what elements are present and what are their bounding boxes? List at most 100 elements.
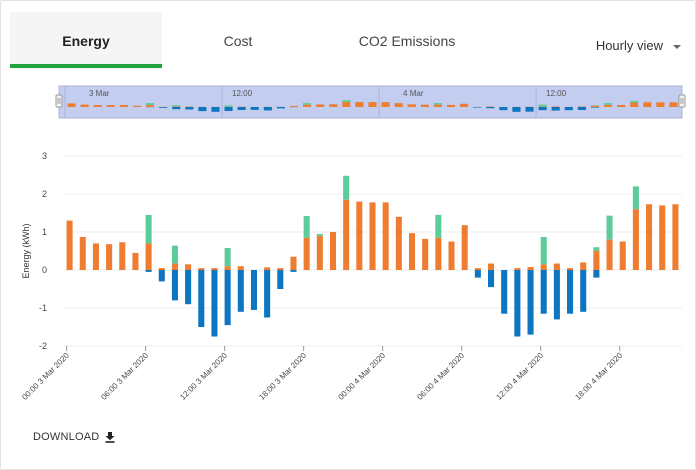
export-bar xyxy=(237,270,244,312)
x-tick-label: 12:00 4 Mar 2020 xyxy=(494,351,545,402)
solar-bar xyxy=(343,175,350,200)
consumption-bar xyxy=(356,201,363,270)
x-tick-label: 12:00 3 Mar 2020 xyxy=(178,351,229,402)
navigator-consumption-bar xyxy=(93,105,102,107)
y-tick-label: -2 xyxy=(39,341,47,351)
navigator-range xyxy=(58,85,683,119)
consumption-bar xyxy=(646,204,653,270)
solar-bar xyxy=(540,236,547,265)
navigator-handle-left[interactable] xyxy=(55,94,63,108)
navigator-solar-bar xyxy=(342,100,351,102)
navigator-solar-bar xyxy=(303,103,312,105)
navigator-export-bar xyxy=(590,107,600,108)
consumption-bar xyxy=(277,268,284,270)
consumption-bar xyxy=(514,268,521,270)
export-bar xyxy=(185,270,192,305)
navigator-consumption-bar xyxy=(289,106,299,107)
consumption-bar xyxy=(198,268,205,270)
navigator-consumption-bar xyxy=(669,102,678,107)
navigator-consumption-bar xyxy=(590,105,600,107)
consumption-bar xyxy=(343,199,350,270)
navigator-export-bar xyxy=(159,107,168,108)
navigator-label: 4 Mar xyxy=(403,89,424,98)
navigator-export-bar xyxy=(250,107,259,110)
navigator-consumption-bar xyxy=(577,106,586,107)
consumption-bar xyxy=(224,266,231,270)
solar-bar xyxy=(606,215,613,240)
export-bar xyxy=(198,270,205,327)
navigator-export-bar xyxy=(486,107,495,109)
navigator-solar-bar xyxy=(172,105,181,107)
navigator-export-bar xyxy=(237,107,246,111)
navigator-export-bar xyxy=(525,107,534,112)
x-tick-label: 00:00 3 Mar 2020 xyxy=(20,351,71,402)
solar-bar xyxy=(593,247,600,251)
tab-cost[interactable]: Cost xyxy=(162,12,314,69)
navigator-consumption-bar xyxy=(145,105,155,107)
download-button[interactable]: DOWNLOAD xyxy=(33,431,116,443)
solar-bar xyxy=(632,186,639,210)
consumption-bar xyxy=(185,264,192,270)
consumption-bar xyxy=(606,239,613,270)
navigator-solar-bar xyxy=(224,105,233,107)
navigator-solar-bar xyxy=(145,103,155,106)
tab-energy-label: Energy xyxy=(62,32,110,49)
export-bar xyxy=(250,270,257,310)
tab-bar: Energy Cost CO2 Emissions xyxy=(10,12,686,69)
navigator-label: 3 Mar xyxy=(89,89,110,98)
tab-co2-emissions[interactable]: CO2 Emissions xyxy=(332,12,482,69)
consumption-bar xyxy=(659,205,666,270)
consumption-bar xyxy=(435,237,442,270)
download-label: DOWNLOAD xyxy=(33,431,100,443)
export-bar xyxy=(501,270,508,314)
export-bar xyxy=(277,270,284,289)
navigator-export-bar xyxy=(224,107,233,111)
consumption-bar xyxy=(237,266,244,270)
view-select[interactable]: Hourly view xyxy=(596,38,681,53)
consumption-bar xyxy=(580,262,587,270)
y-tick-label: 3 xyxy=(42,151,47,161)
x-tick-label: 00:00 4 Mar 2020 xyxy=(336,351,387,402)
export-bar xyxy=(145,270,152,272)
consumption-bar xyxy=(369,202,376,270)
consumption-bar xyxy=(264,267,271,270)
consumption-bar xyxy=(382,202,389,270)
navigator-consumption-bar xyxy=(617,104,626,107)
navigator-consumption-bar xyxy=(303,104,312,107)
download-icon xyxy=(105,432,115,443)
export-bar xyxy=(540,270,547,314)
export-bar xyxy=(593,270,600,278)
energy-bar-chart: -2 -1 0 1 2 3 Energy (kWh) 00:00 3 Mar 2020 06:0… xyxy=(20,151,682,402)
navigator-consumption-bar xyxy=(420,104,429,107)
consumption-bar xyxy=(461,225,468,270)
consumption-bar xyxy=(632,209,639,270)
solar-bar xyxy=(145,214,152,244)
navigator-export-bar xyxy=(473,107,482,108)
navigator-consumption-bar xyxy=(368,102,377,107)
navigator-consumption-bar xyxy=(119,104,128,107)
range-navigator[interactable]: 3 Mar 12:00 4 Mar 12:00 xyxy=(1,83,696,123)
solar-bar xyxy=(224,247,231,267)
navigator-label: 12:00 xyxy=(546,89,567,98)
consumption-bar xyxy=(92,243,99,270)
consumption-bar xyxy=(329,232,337,270)
export-bar xyxy=(224,270,231,326)
export-bar xyxy=(567,270,574,314)
y-tick-label: -1 xyxy=(39,303,47,313)
navigator-export-bar xyxy=(551,107,560,111)
export-bar xyxy=(158,270,165,282)
solar-bar xyxy=(303,216,310,238)
navigator-export-bar xyxy=(185,107,194,110)
consumption-bar xyxy=(540,264,547,270)
navigator-solar-bar xyxy=(538,104,547,107)
tab-energy[interactable]: Energy xyxy=(10,12,162,69)
export-bar xyxy=(264,270,271,318)
consumption-bar xyxy=(408,233,416,270)
consumption-bar xyxy=(553,263,560,270)
export-bar xyxy=(580,270,587,312)
navigator-handle-right[interactable] xyxy=(678,94,686,108)
consumption-bar xyxy=(66,220,73,270)
navigator-consumption-bar xyxy=(342,101,351,107)
navigator-consumption-bar xyxy=(407,104,416,107)
consumption-bar xyxy=(211,268,218,270)
